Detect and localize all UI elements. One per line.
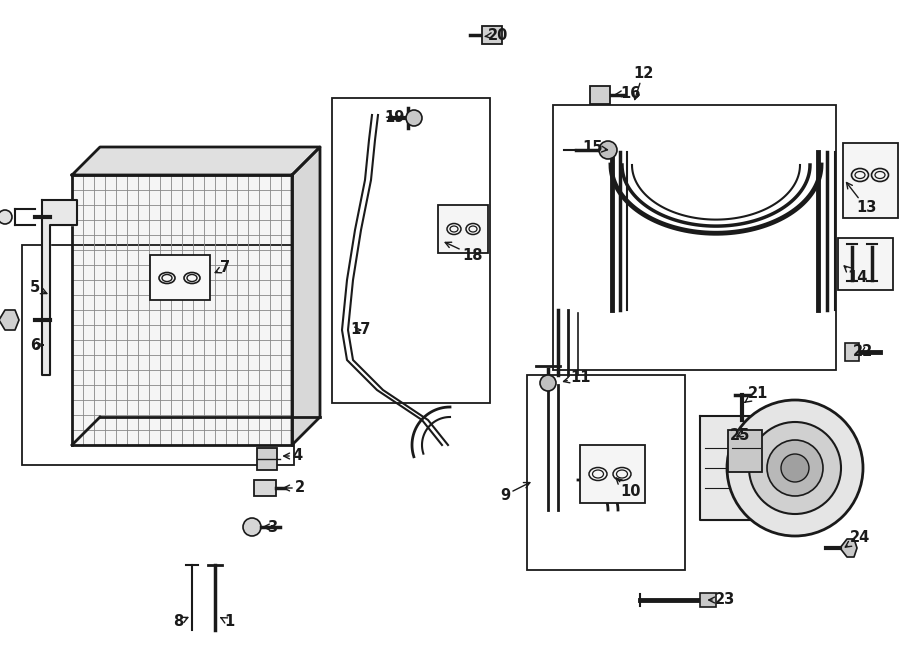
Text: 8: 8 — [173, 614, 188, 630]
Text: 12: 12 — [633, 66, 653, 99]
Bar — [843, 143, 898, 218]
Text: 23: 23 — [708, 592, 735, 608]
Text: 6: 6 — [30, 338, 43, 352]
Bar — [838, 238, 893, 290]
Circle shape — [243, 518, 261, 536]
Text: 17: 17 — [350, 322, 371, 338]
Bar — [150, 255, 210, 300]
Text: 9: 9 — [500, 483, 530, 502]
Text: 1: 1 — [220, 614, 234, 630]
Polygon shape — [42, 200, 77, 375]
Polygon shape — [72, 147, 320, 175]
Circle shape — [0, 210, 12, 224]
Text: 5: 5 — [30, 281, 47, 295]
Bar — [527, 375, 685, 570]
Bar — [700, 593, 716, 607]
Text: 11: 11 — [563, 369, 590, 385]
Text: 21: 21 — [745, 385, 769, 402]
Bar — [254, 480, 276, 496]
Bar — [580, 445, 645, 503]
Circle shape — [406, 110, 422, 126]
Bar — [728, 430, 762, 472]
Text: 22: 22 — [853, 344, 873, 359]
Text: 20: 20 — [485, 28, 508, 42]
Bar — [438, 205, 488, 253]
Circle shape — [540, 375, 556, 391]
Text: 25: 25 — [730, 428, 751, 442]
Bar — [257, 448, 277, 470]
Circle shape — [599, 141, 617, 159]
Bar — [845, 343, 859, 361]
Text: 14: 14 — [844, 266, 868, 285]
Text: 15: 15 — [582, 140, 608, 156]
Polygon shape — [0, 310, 19, 330]
Text: 24: 24 — [845, 530, 870, 547]
Bar — [590, 86, 610, 104]
Circle shape — [767, 440, 823, 496]
Text: 3: 3 — [264, 520, 277, 534]
Bar — [553, 105, 836, 370]
Text: 13: 13 — [847, 183, 877, 216]
Text: 18: 18 — [446, 242, 482, 263]
Polygon shape — [292, 147, 320, 445]
Bar — [22, 245, 294, 465]
Circle shape — [727, 400, 863, 536]
Text: 2: 2 — [284, 481, 305, 495]
Circle shape — [781, 454, 809, 482]
Polygon shape — [700, 416, 765, 520]
Text: 4: 4 — [284, 448, 302, 463]
Bar — [482, 26, 502, 44]
Text: 7: 7 — [215, 261, 230, 275]
Text: 19: 19 — [384, 111, 404, 126]
Text: 10: 10 — [616, 478, 641, 500]
Bar — [332, 98, 490, 403]
Circle shape — [749, 422, 841, 514]
Polygon shape — [840, 539, 857, 557]
Polygon shape — [72, 175, 292, 445]
Text: 16: 16 — [616, 85, 641, 101]
